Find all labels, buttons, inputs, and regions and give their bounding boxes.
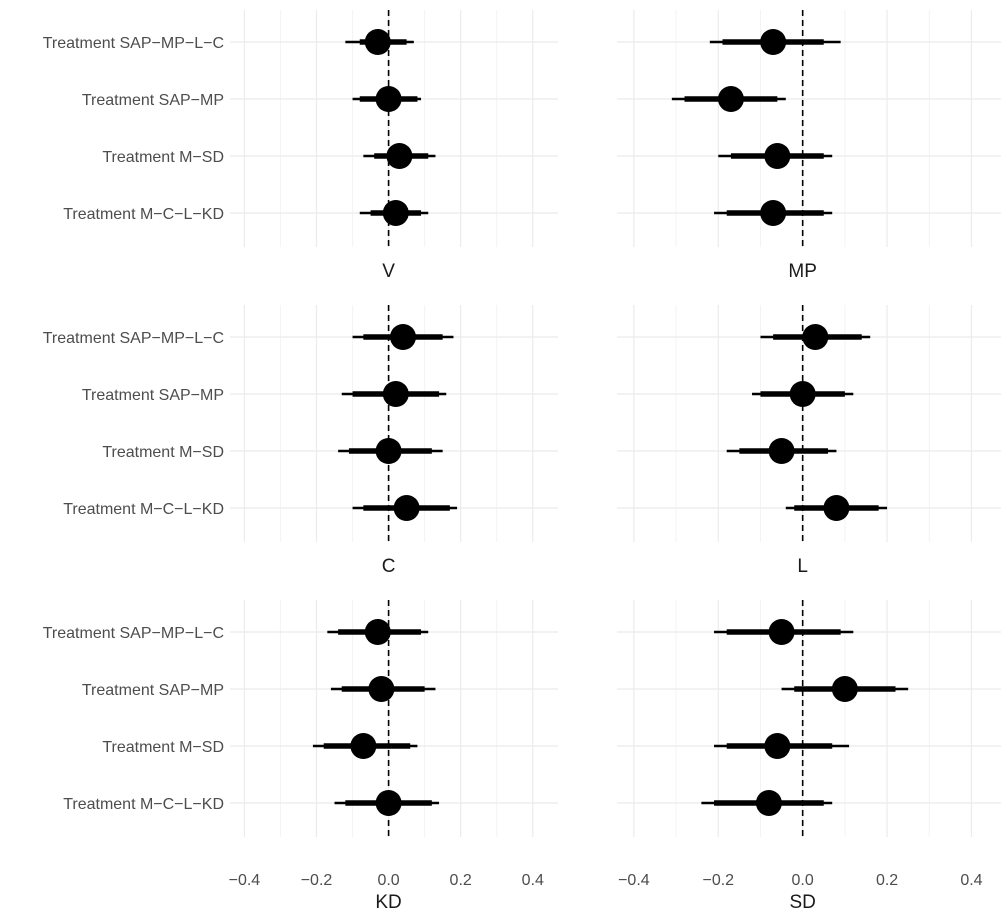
- y-tick-label: Treatment SAP−MP−L−C: [43, 625, 224, 642]
- facet-strip-label: KD: [375, 892, 401, 913]
- point-estimate: [831, 676, 858, 702]
- y-tick-label: Treatment M−C−L−KD: [63, 501, 224, 518]
- point-estimate: [768, 619, 795, 645]
- x-tick-label: 0.4: [960, 872, 982, 889]
- facet-strip-label: V: [382, 261, 395, 282]
- x-tick-label: 0.0: [792, 872, 814, 889]
- panel-sd: −0.4 −0.2 0.0 0.2 0.4 SD: [617, 600, 1001, 913]
- y-tick-label: Treatment M−SD: [102, 739, 224, 756]
- x-tick-label: −0.4: [229, 872, 261, 889]
- x-tick-label: 0.4: [522, 872, 544, 889]
- point-estimate: [764, 733, 791, 759]
- point-estimate: [823, 495, 850, 521]
- point-estimate: [760, 29, 787, 55]
- x-tick-label: −0.4: [618, 872, 650, 889]
- point-estimate: [768, 438, 795, 464]
- point-estimate: [382, 200, 409, 226]
- y-tick-label: Treatment M−C−L−KD: [63, 796, 224, 813]
- point-estimate: [789, 381, 816, 407]
- facet-strip-label: MP: [788, 261, 817, 282]
- y-tick-label: Treatment SAP−MP−L−C: [43, 35, 224, 52]
- x-tick-label: 0.0: [377, 872, 399, 889]
- x-tick-label: −0.2: [301, 872, 333, 889]
- point-estimate: [760, 200, 787, 226]
- panel-c: Treatment SAP−MP−L−C Treatment SAP−MP Trea…: [43, 305, 558, 577]
- point-estimate: [764, 143, 791, 169]
- y-tick-label: Treatment M−SD: [102, 149, 224, 166]
- point-estimate: [390, 324, 417, 350]
- point-estimate: [364, 619, 391, 645]
- x-tick-label: 0.2: [876, 872, 898, 889]
- panel-mp: MP: [617, 10, 1001, 282]
- point-estimate: [802, 324, 829, 350]
- y-tick-label: Treatment M−SD: [102, 444, 224, 461]
- y-tick-label: Treatment SAP−MP−L−C: [43, 330, 224, 347]
- x-tick-label: −0.2: [702, 872, 734, 889]
- point-estimate: [368, 676, 395, 702]
- point-estimate: [375, 86, 402, 112]
- point-estimate: [386, 143, 413, 169]
- point-estimate: [375, 438, 402, 464]
- point-estimate: [717, 86, 744, 112]
- y-tick-label: Treatment SAP−MP: [82, 92, 224, 109]
- y-tick-label: Treatment M−C−L−KD: [63, 206, 224, 223]
- facet-strip-label: L: [797, 556, 808, 577]
- point-estimate: [393, 495, 420, 521]
- point-estimate: [375, 790, 402, 816]
- y-tick-label: Treatment SAP−MP: [82, 682, 224, 699]
- point-estimate: [350, 733, 377, 759]
- panel-v: Treatment SAP−MP−L−C Treatment SAP−MP Trea…: [43, 10, 558, 282]
- y-tick-label: Treatment SAP−MP: [82, 387, 224, 404]
- facet-strip-label: SD: [789, 892, 815, 913]
- panel-kd: Treatment SAP−MP−L−C Treatment SAP−MP Trea…: [43, 600, 558, 913]
- point-estimate: [382, 381, 409, 407]
- x-tick-label: 0.2: [450, 872, 472, 889]
- point-estimate: [755, 790, 782, 816]
- point-estimate: [364, 29, 391, 55]
- facet-strip-label: C: [382, 556, 396, 577]
- panel-l: L: [617, 305, 1001, 577]
